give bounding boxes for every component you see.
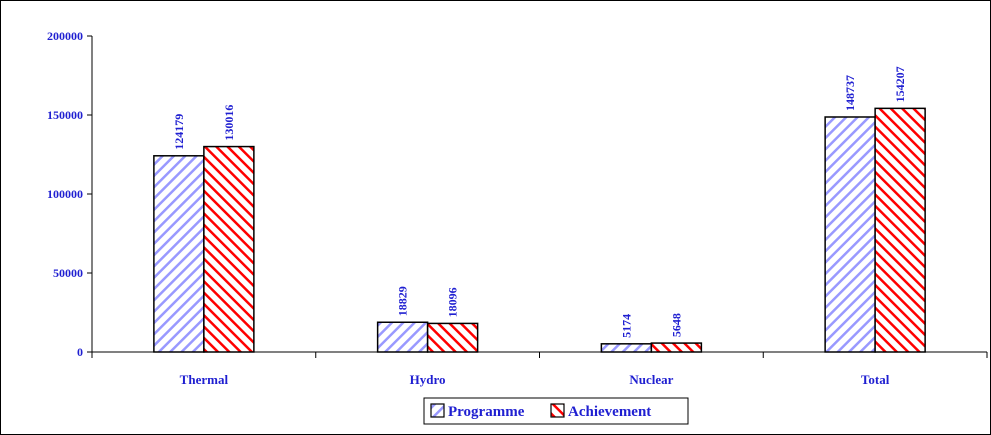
data-label: 18096 (446, 287, 460, 317)
y-tick-label: 0 (77, 345, 83, 359)
data-label: 154207 (893, 66, 907, 102)
data-label: 124179 (172, 114, 186, 150)
bar-programme (824, 116, 876, 353)
category-label: Nuclear (629, 372, 673, 387)
category-label: Total (861, 372, 890, 387)
y-tick-label: 200000 (47, 29, 83, 43)
category-label: Hydro (410, 372, 446, 387)
legend-swatch-achievement (550, 403, 565, 418)
data-label: 18829 (396, 286, 410, 316)
y-tick-label: 50000 (53, 266, 83, 280)
bar-programme (600, 343, 653, 353)
data-label: 5648 (669, 313, 683, 337)
y-tick-label: 150000 (47, 108, 83, 122)
bar-achievement (426, 322, 479, 353)
legend: Programme Achievement (423, 397, 689, 425)
bar-achievement (203, 145, 255, 353)
legend-swatch-programme (430, 403, 445, 418)
bar-achievement (874, 107, 926, 353)
data-label: 148737 (843, 75, 857, 111)
bar-programme (376, 321, 429, 353)
y-tick-label: 100000 (47, 187, 83, 201)
data-label: 5174 (619, 314, 633, 338)
legend-label-achievement: Achievement (568, 404, 651, 420)
data-label: 130016 (222, 105, 236, 141)
legend-label-programme: Programme (448, 404, 525, 420)
bar-programme (153, 155, 205, 353)
bar-achievement (650, 342, 703, 353)
category-label: Thermal (180, 372, 229, 387)
